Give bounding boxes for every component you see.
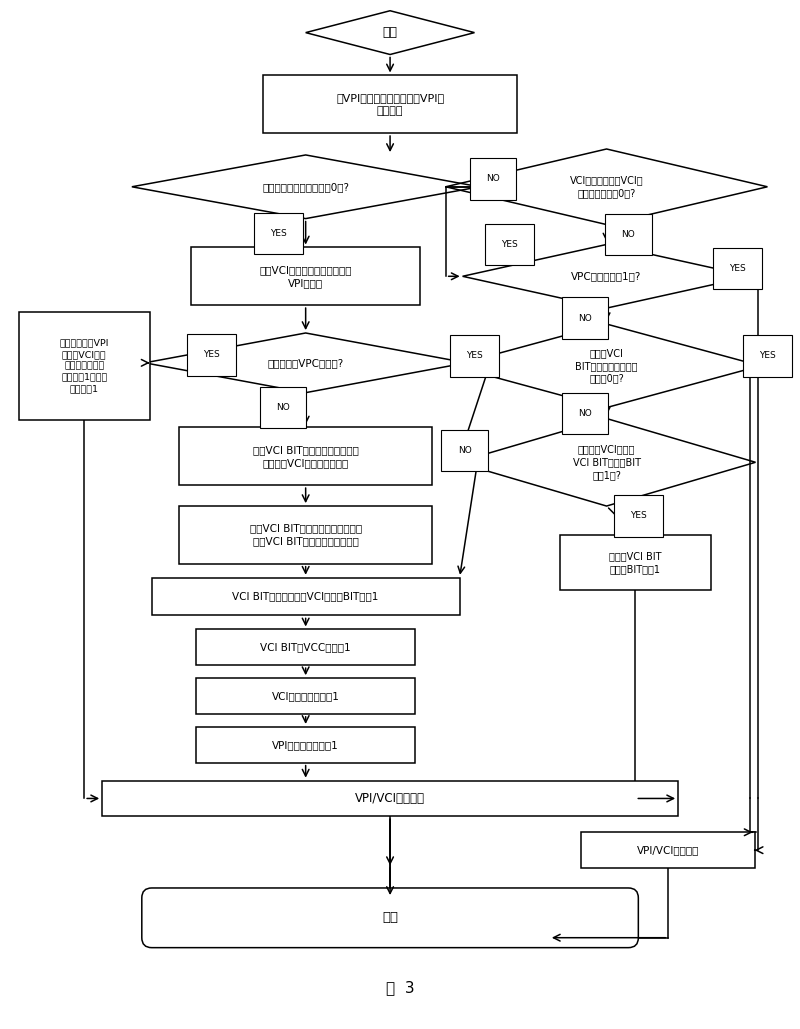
FancyBboxPatch shape	[179, 427, 432, 485]
Text: 要建立的是VPC连接吗?: 要建立的是VPC连接吗?	[267, 358, 344, 367]
FancyBboxPatch shape	[18, 312, 150, 420]
Text: 对应的VCI
BIT池指针项中的连接
总数是0吗?: 对应的VCI BIT池指针项中的连接 总数是0吗?	[575, 348, 638, 384]
Text: NO: NO	[578, 410, 591, 418]
Text: VPI/VCI申请成功: VPI/VCI申请成功	[355, 792, 425, 805]
FancyBboxPatch shape	[197, 726, 415, 762]
FancyBboxPatch shape	[102, 781, 678, 816]
FancyBboxPatch shape	[582, 832, 755, 868]
Text: 图  3: 图 3	[386, 980, 414, 995]
Text: 与分配的VCI对应的
VCI BIT池中的BIT
位是1吗?: 与分配的VCI对应的 VCI BIT池中的BIT 位是1吗?	[573, 445, 641, 481]
Text: NO: NO	[276, 403, 290, 412]
Text: YES: YES	[759, 351, 776, 360]
FancyBboxPatch shape	[179, 506, 432, 564]
Text: NO: NO	[622, 230, 635, 239]
Text: YES: YES	[501, 240, 518, 249]
Text: VPC连接标志是1吗?: VPC连接标志是1吗?	[571, 272, 642, 281]
Text: VCI表项连接总数加1: VCI表项连接总数加1	[272, 691, 339, 701]
Text: YES: YES	[270, 229, 287, 238]
Text: 申请VCI队列空间，把指针填入
VPI表项中: 申请VCI队列空间，把指针填入 VPI表项中	[259, 264, 352, 288]
Text: NO: NO	[458, 446, 471, 455]
Text: 该表项中已建连接总数为0吗?: 该表项中已建连接总数为0吗?	[262, 182, 349, 191]
FancyBboxPatch shape	[197, 678, 415, 714]
Text: NO: NO	[486, 174, 500, 183]
Text: YES: YES	[630, 511, 646, 521]
Text: VPI/VCI申请失败: VPI/VCI申请失败	[637, 845, 699, 855]
FancyBboxPatch shape	[263, 75, 517, 133]
Text: 在VPI队列中找到与分配的VPI对
应的表项: 在VPI队列中找到与分配的VPI对 应的表项	[336, 93, 444, 115]
FancyBboxPatch shape	[152, 577, 459, 615]
Text: 申请VCI BIT池指针队列空间，把
指针填入VCI队列相应表项中: 申请VCI BIT池指针队列空间，把 指针填入VCI队列相应表项中	[253, 445, 358, 468]
Text: 设置与分配的VPI
对应的VCI队列
的表项，其中连
接标志置1，连接
总数也置1: 设置与分配的VPI 对应的VCI队列 的表项，其中连 接标志置1，连接 总数也置…	[59, 339, 109, 393]
Text: YES: YES	[466, 351, 483, 360]
Text: NO: NO	[578, 314, 591, 322]
Text: VPI表项连接总数加1: VPI表项连接总数加1	[272, 740, 339, 750]
FancyBboxPatch shape	[197, 630, 415, 665]
Text: YES: YES	[203, 350, 220, 359]
Text: VCI BIT池中与分配的VCI对应的BIT位置1: VCI BIT池中与分配的VCI对应的BIT位置1	[233, 592, 379, 602]
Text: 结束: 结束	[382, 912, 398, 924]
FancyBboxPatch shape	[142, 888, 638, 948]
Text: 开始: 开始	[382, 26, 398, 39]
Text: YES: YES	[730, 263, 746, 273]
Text: 申请VCI BIT池空间，把指针填入相
应的VCI BIT池指针队列的表项中: 申请VCI BIT池空间，把指针填入相 应的VCI BIT池指针队列的表项中	[250, 524, 362, 546]
Text: VCI BIT池VCC连接加1: VCI BIT池VCC连接加1	[260, 642, 351, 652]
Text: 对应的VCI BIT
池中的BIT位置1: 对应的VCI BIT 池中的BIT位置1	[609, 552, 662, 574]
Text: VCI队列中对应的VCI表
项的连接总数为0吗?: VCI队列中对应的VCI表 项的连接总数为0吗?	[570, 175, 643, 199]
FancyBboxPatch shape	[191, 247, 420, 306]
FancyBboxPatch shape	[560, 535, 711, 590]
